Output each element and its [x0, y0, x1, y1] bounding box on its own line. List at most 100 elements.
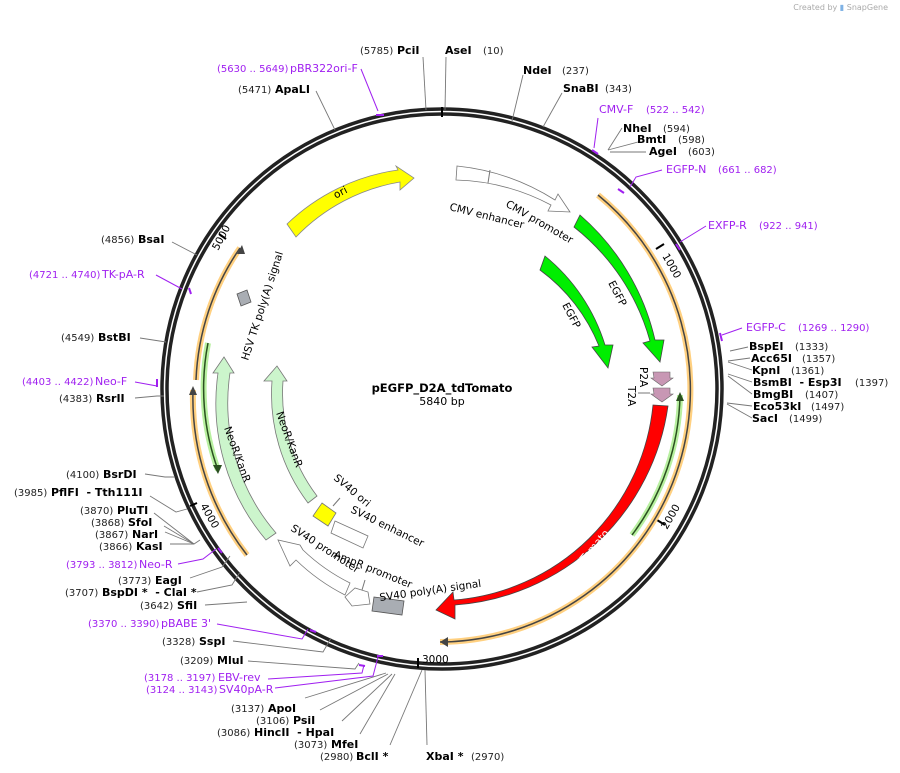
enzyme-pos: (3073)	[294, 740, 327, 751]
enzyme-rsrii[interactable]: RsrII	[96, 392, 125, 405]
enzyme-ndei[interactable]: NdeI	[523, 64, 552, 77]
enzyme-psii[interactable]: PsiI	[293, 714, 315, 727]
primer-pos: (3370 .. 3390)	[88, 619, 160, 630]
enzyme-saci[interactable]: SacI	[752, 412, 778, 425]
feature-ori[interactable]: ori	[286, 164, 415, 238]
enzyme-xbai[interactable]: XbaI *	[426, 750, 464, 763]
orf-arcs	[189, 192, 694, 647]
enzyme-bcli[interactable]: BclI *	[356, 750, 389, 763]
primer-pos: (3793 .. 3812)	[66, 560, 138, 571]
primer-neo-r[interactable]: Neo-R	[139, 558, 173, 571]
enzyme-kpni[interactable]: KpnI	[752, 364, 780, 377]
watermark-text: Created by	[793, 3, 838, 12]
enzyme-pflfi-tth111i[interactable]: PflFI - Tth111I	[51, 486, 143, 499]
primer-pbr322ori-f[interactable]: pBR322ori-F	[290, 62, 358, 75]
plasmid-length: 5840 bp	[419, 395, 464, 408]
enzyme-bmgbi[interactable]: BmgBI	[753, 388, 793, 401]
enzyme-pos: (3642)	[140, 601, 173, 612]
enzyme-pos: (1361)	[791, 366, 824, 377]
svg-text:ori: ori	[332, 184, 350, 201]
feature-hsv-tk-polya[interactable]: HSV TK poly(A) signal	[236, 250, 286, 362]
enzyme-pos: (3868)	[91, 518, 124, 529]
enzyme-bspdi-clai[interactable]: BspDI * - ClaI *	[102, 586, 197, 599]
enzyme-sspi[interactable]: SspI	[199, 635, 225, 648]
enzyme-snabi[interactable]: SnaBI	[563, 82, 599, 95]
enzyme-bstbi[interactable]: BstBI	[98, 331, 131, 344]
enzyme-pos: (2970)	[471, 752, 504, 763]
enzyme-pos: (1333)	[795, 342, 828, 353]
enzyme-acc65i[interactable]: Acc65I	[751, 352, 792, 365]
enzyme-bsrdi[interactable]: BsrDI	[103, 468, 137, 481]
enzyme-pos: (3707)	[65, 588, 98, 599]
feature-neor-inner[interactable]: NeoR/KanR	[263, 365, 318, 504]
primer-ebv-rev[interactable]: EBV-rev	[218, 671, 261, 684]
feature-label-p2a: P2A	[637, 367, 649, 388]
primer-pos: (4721 .. 4740)	[29, 270, 101, 281]
enzyme-leaders	[134, 56, 753, 746]
enzyme-pos: (3328)	[162, 637, 195, 648]
enzyme-pos: (3209)	[180, 656, 213, 667]
primer-egfp-c[interactable]: EGFP-C	[746, 321, 786, 334]
feature-t2a[interactable]: T2A	[625, 385, 674, 407]
feature-label-t2a: T2A	[625, 385, 637, 407]
enzyme-pos: (3867)	[95, 530, 128, 541]
enzyme-pos: (343)	[605, 84, 632, 95]
enzyme-pos: (1397)	[855, 378, 888, 389]
enzyme-agei[interactable]: AgeI	[649, 145, 677, 158]
enzyme-sfii[interactable]: SfiI	[177, 599, 197, 612]
feature-p2a[interactable]: P2A	[637, 367, 674, 388]
enzyme-pos: (4383)	[59, 394, 92, 405]
enzyme-bsmbi-esp3i[interactable]: BsmBI - Esp3I	[753, 376, 842, 389]
primer-pos: (3178 .. 3197)	[144, 673, 216, 684]
enzyme-bmti[interactable]: BmtI	[637, 133, 666, 146]
enzyme-apoi[interactable]: ApoI	[268, 702, 296, 715]
feature-egfp-inner[interactable]: EGFP	[539, 255, 614, 369]
enzyme-eagi[interactable]: EagI	[155, 574, 182, 587]
primer-leaders	[134, 68, 743, 689]
primer-neo-f[interactable]: Neo-F	[95, 375, 127, 388]
enzyme-hincii-hpai[interactable]: HincII - HpaI	[254, 726, 334, 739]
watermark-brand: SnapGene	[846, 3, 888, 12]
feature-sv40-polya[interactable]: SV40 poly(A) signal	[371, 578, 482, 616]
feature-label-sv40-ori: SV40 ori	[331, 472, 373, 510]
feature-cmv[interactable]: CMV enhancer CMV promoter	[448, 165, 576, 247]
enzyme-pos: (10)	[483, 46, 504, 57]
enzyme-pluti[interactable]: PluTI	[117, 504, 148, 517]
enzyme-bsai[interactable]: BsaI	[138, 233, 164, 246]
enzyme-mlui[interactable]: MluI	[217, 654, 244, 667]
primer-egfp-n[interactable]: EGFP-N	[666, 163, 706, 176]
enzyme-pos: (5471)	[238, 85, 271, 96]
enzyme-pos: (3086)	[217, 728, 250, 739]
snapgene-logo: ▮	[839, 3, 845, 12]
enzyme-eco53ki[interactable]: Eco53kI	[753, 400, 801, 413]
primer-exfp-r[interactable]: EXFP-R	[708, 219, 747, 232]
enzyme-apali[interactable]: ApaLI	[275, 83, 310, 96]
enzyme-kasi[interactable]: KasI	[136, 540, 163, 553]
primer-tk-pa-r[interactable]: TK-pA-R	[101, 268, 145, 281]
enzyme-pos: (3866)	[99, 542, 132, 553]
enzyme-labels: (5785) PciI AseI (10) NdeI (237) SnaBI (…	[14, 44, 888, 763]
enzyme-pos: (237)	[562, 66, 589, 77]
primer-pos: (522 .. 542)	[646, 105, 705, 116]
enzyme-sfoi[interactable]: SfoI	[128, 516, 152, 529]
enzyme-pos: (4856)	[101, 235, 134, 246]
enzyme-asei[interactable]: AseI	[445, 44, 472, 57]
primer-cmv-f[interactable]: CMV-F	[599, 103, 633, 116]
enzyme-nhei[interactable]: NheI	[623, 122, 652, 135]
plasmid-name: pEGFP_D2A_tdTomato	[372, 381, 513, 396]
enzyme-pcii[interactable]: PciI	[397, 44, 419, 57]
enzyme-pos: (3106)	[256, 716, 289, 727]
primer-pos: (5630 .. 5649)	[217, 64, 289, 75]
enzyme-mfei[interactable]: MfeI	[331, 738, 358, 751]
primer-pos: (3124 .. 3143)	[146, 685, 218, 696]
primer-pos: (922 .. 941)	[759, 221, 818, 232]
enzyme-nari[interactable]: NarI	[132, 528, 158, 541]
primer-pbabe-3[interactable]: pBABE 3'	[161, 617, 211, 630]
feature-sv40-enhancer[interactable]: SV40 enhancer	[330, 504, 426, 550]
enzyme-pos: (3773)	[118, 576, 151, 587]
enzyme-bspei[interactable]: BspEI	[749, 340, 783, 353]
enzyme-pos: (1407)	[805, 390, 838, 401]
enzyme-pos: (4549)	[61, 333, 94, 344]
primer-sv40pa-r[interactable]: SV40pA-R	[219, 683, 274, 696]
feature-egfp-outer[interactable]: EGFP	[573, 214, 665, 363]
